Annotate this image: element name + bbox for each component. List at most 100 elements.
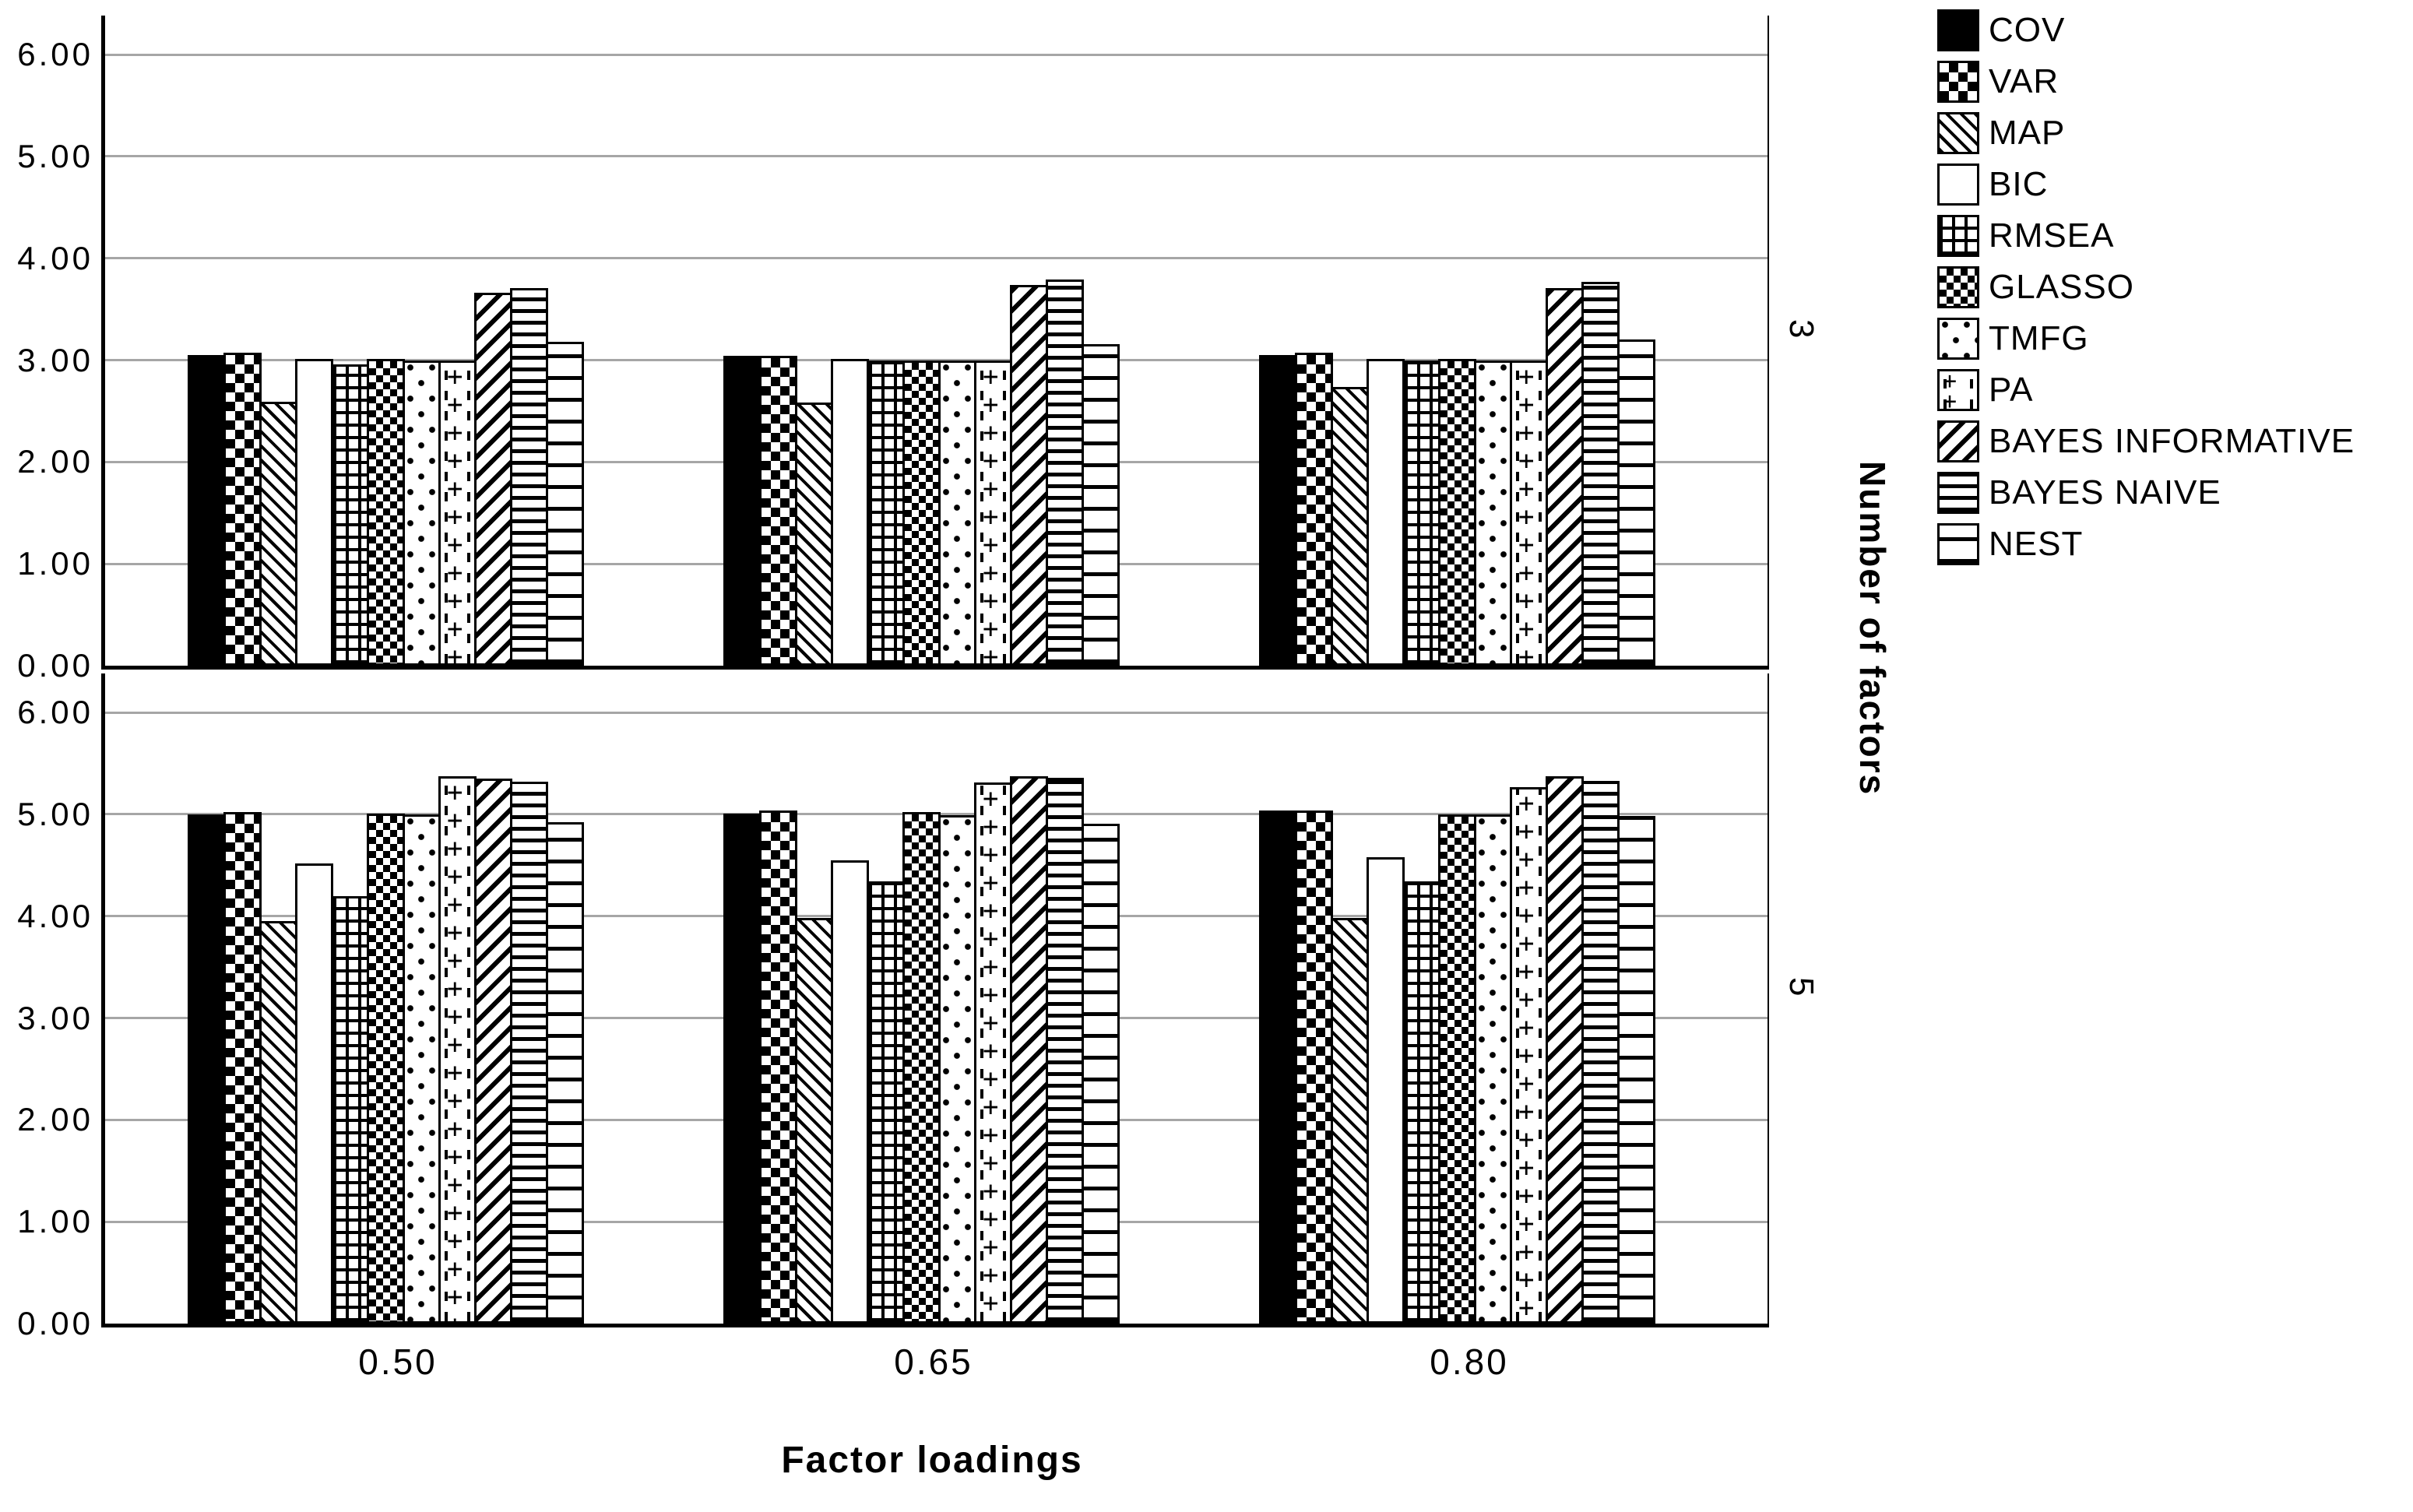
bar-bayes-informative xyxy=(1546,287,1584,666)
panel-axis-title: Number of factors xyxy=(1852,461,1893,796)
bar-map xyxy=(795,403,833,666)
bar-glasso xyxy=(1438,359,1476,666)
legend-item-bayes-informative: BAYES INFORMATIVE xyxy=(1937,420,2355,462)
bar-cov xyxy=(1259,354,1297,666)
legend-swatch-diamond-icon xyxy=(1937,266,1979,308)
legend-label: BAYES INFORMATIVE xyxy=(1989,422,2355,460)
bar-map xyxy=(259,921,297,1324)
legend-label: PA xyxy=(1989,371,2034,409)
bar-var xyxy=(759,356,797,666)
gridline xyxy=(105,257,1768,260)
legend-label: BIC xyxy=(1989,165,2049,203)
x-tick-label: 0.50 xyxy=(358,1341,438,1382)
legend-item-glasso: GLASSO xyxy=(1937,266,2355,308)
legend-label: GLASSO xyxy=(1989,268,2134,306)
bar-rmsea xyxy=(331,364,369,666)
bar-nest xyxy=(546,341,584,666)
bar-bic xyxy=(295,863,333,1324)
legend-swatch-dots-icon xyxy=(1937,318,1979,360)
legend-swatch-diag-left-icon xyxy=(1937,112,1979,154)
y-tick-label: 1.00 xyxy=(17,545,93,582)
bar-cov xyxy=(188,814,226,1324)
bar-glasso xyxy=(902,360,941,666)
gridline xyxy=(105,711,1768,714)
bar-glasso xyxy=(367,359,405,666)
bar-cov xyxy=(188,354,226,666)
bar-rmsea xyxy=(867,360,905,666)
legend-label: VAR xyxy=(1989,62,2059,100)
bar-bayes-informative xyxy=(1010,776,1048,1324)
gridline xyxy=(105,53,1768,56)
y-tick-label: 0.00 xyxy=(17,1305,93,1341)
bar-nest xyxy=(1082,823,1120,1324)
legend-item-tmfg: TMFG xyxy=(1937,318,2355,360)
bar-map xyxy=(1331,918,1369,1324)
bar-bic xyxy=(831,359,869,666)
y-tick-label: 1.00 xyxy=(17,1203,93,1240)
bar-tmfg xyxy=(938,360,976,666)
bar-var xyxy=(223,812,262,1324)
bar-nest xyxy=(1617,816,1655,1324)
bar-group-0.50 xyxy=(188,776,608,1324)
bar-bayes-naive xyxy=(1046,280,1084,666)
bar-cov xyxy=(723,356,762,666)
legend-label: BAYES NAIVE xyxy=(1989,473,2221,512)
legend: COV VAR MAP BIC RMSEA GLASSO TMFG PA BAYES INFOR… xyxy=(1937,9,2355,575)
bar-cov xyxy=(1259,810,1297,1324)
bar-bic xyxy=(1367,856,1405,1324)
legend-item-bic: BIC xyxy=(1937,164,2355,206)
bar-nest xyxy=(546,822,584,1324)
legend-item-bayes-naive: BAYES NAIVE xyxy=(1937,472,2355,514)
bar-pa xyxy=(1510,360,1548,666)
legend-label: TMFG xyxy=(1989,319,2089,357)
bar-tmfg xyxy=(938,815,976,1324)
legend-swatch-hlines-sparse-icon xyxy=(1937,523,1979,565)
bar-cov xyxy=(723,813,762,1324)
legend-label: NEST xyxy=(1989,525,2084,563)
y-tick-label: 0.00 xyxy=(17,647,93,684)
legend-item-cov: COV xyxy=(1937,9,2355,51)
bar-bayes-informative xyxy=(1010,284,1048,666)
bar-pa xyxy=(438,776,477,1324)
bar-group-0.80 xyxy=(1259,281,1680,666)
x-tick-label: 0.80 xyxy=(1430,1341,1509,1382)
bar-rmsea xyxy=(331,895,369,1324)
y-tick-label: 3.00 xyxy=(17,341,93,378)
x-axis-title: Factor loadings xyxy=(781,1440,1083,1481)
bar-map xyxy=(795,918,833,1324)
legend-label: RMSEA xyxy=(1989,216,2115,255)
bar-var xyxy=(759,810,797,1324)
bar-glasso xyxy=(902,812,941,1324)
panel-5-factors: 0.00 1.00 2.00 3.00 4.00 5.00 6.00 xyxy=(17,673,1769,1341)
bar-group-0.50 xyxy=(188,287,608,666)
bar-rmsea xyxy=(1402,360,1440,666)
y-tick-label: 5.00 xyxy=(17,137,93,174)
panel-label-5: 5 xyxy=(1782,977,1820,998)
legend-swatch-diag-right-icon xyxy=(1937,420,1979,462)
bar-bayes-informative xyxy=(1546,776,1584,1324)
bar-group-0.65 xyxy=(723,776,1144,1324)
bar-bayes-naive xyxy=(1046,777,1084,1324)
bar-tmfg xyxy=(403,814,441,1324)
legend-swatch-hlines-dense-icon xyxy=(1937,472,1979,514)
bar-var xyxy=(1295,810,1333,1324)
panel-label-3: 3 xyxy=(1782,319,1820,340)
legend-swatch-solid-icon xyxy=(1937,9,1979,51)
bar-bayes-naive xyxy=(510,781,548,1324)
bar-var xyxy=(1295,353,1333,666)
bar-pa xyxy=(974,360,1012,666)
gridline xyxy=(105,155,1768,158)
legend-item-pa: PA xyxy=(1937,369,2355,411)
bar-map xyxy=(259,402,297,666)
bar-bayes-naive xyxy=(1581,780,1620,1324)
y-tick-label: 4.00 xyxy=(17,897,93,934)
legend-swatch-plain-icon xyxy=(1937,164,1979,206)
y-tick-label: 4.00 xyxy=(17,239,93,276)
bar-bayes-informative xyxy=(474,293,512,666)
bar-rmsea xyxy=(867,881,905,1324)
y-tick-label: 2.00 xyxy=(17,443,93,480)
bar-group-0.65 xyxy=(723,280,1144,666)
bar-pa xyxy=(438,360,477,666)
legend-swatch-checker-icon xyxy=(1937,61,1979,103)
